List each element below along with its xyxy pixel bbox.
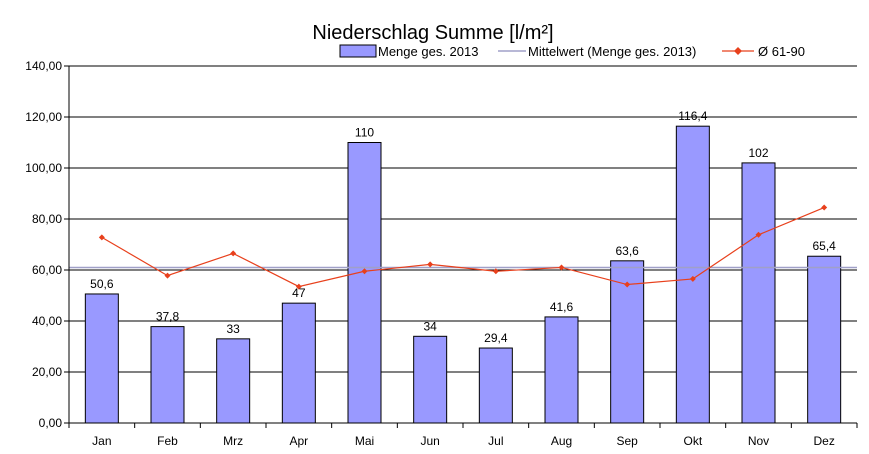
x-tick-label: Aug bbox=[551, 434, 572, 448]
line-point-mai bbox=[361, 268, 368, 275]
data-label-jun: 34 bbox=[423, 319, 437, 333]
x-tick-label: Apr bbox=[289, 434, 308, 448]
bar-series bbox=[84, 125, 842, 424]
legend-swatch-bars bbox=[339, 44, 377, 58]
chart-title: Niederschlag Summe [l/m²] bbox=[312, 22, 553, 44]
data-label-sep: 63,6 bbox=[615, 244, 639, 258]
x-tick-label: Dez bbox=[813, 434, 834, 448]
data-label-nov: 102 bbox=[748, 146, 768, 160]
line-point-sep bbox=[624, 281, 631, 288]
y-tick-label: 120,00 bbox=[25, 110, 62, 124]
bar-aug bbox=[544, 316, 579, 424]
bar-jan bbox=[84, 293, 119, 424]
bar-jul bbox=[478, 347, 513, 424]
x-axis: Jan Feb Mrz Apr Mai Jun Jul Aug Sep Okt Nov Dez bbox=[92, 434, 835, 448]
x-tick-label: Sep bbox=[616, 434, 638, 448]
legend-label-mean: Mittelwert (Menge ges. 2013) bbox=[528, 44, 696, 59]
x-tick-label: Okt bbox=[683, 434, 702, 448]
y-tick-label: 80,00 bbox=[32, 212, 62, 226]
legend-label-bars: Menge ges. 2013 bbox=[378, 44, 478, 59]
line-point-jan bbox=[98, 234, 105, 241]
legend-label-line: Ø 61-90 bbox=[758, 44, 805, 59]
data-label-jan: 50,6 bbox=[90, 277, 114, 291]
line-point-dez bbox=[821, 204, 828, 211]
bar-apr bbox=[281, 302, 316, 424]
data-label-mrz: 33 bbox=[226, 322, 240, 336]
x-tick-label: Feb bbox=[157, 434, 178, 448]
bar-dez bbox=[807, 255, 842, 424]
x-tick-label: Jun bbox=[420, 434, 439, 448]
y-tick-label: 40,00 bbox=[32, 314, 62, 328]
legend: Menge ges. 2013 Mittelwert (Menge ges. 2… bbox=[339, 44, 805, 59]
bar-jun bbox=[413, 335, 448, 424]
line-path bbox=[101, 206, 825, 288]
data-label-apr: 47 bbox=[292, 286, 306, 300]
bar-mai bbox=[347, 142, 382, 424]
y-tick-label: 60,00 bbox=[32, 263, 62, 277]
x-tick-label: Mrz bbox=[223, 434, 243, 448]
line-point-nov bbox=[755, 231, 762, 238]
line-point-jun bbox=[427, 261, 434, 268]
line-point-jul bbox=[492, 268, 499, 275]
data-label-feb: 37,8 bbox=[156, 310, 180, 324]
data-labels: 50,6 37,8 33 47 110 34 29,4 41,6 63,6 116,4 102 65,… bbox=[90, 109, 836, 345]
bar-feb bbox=[150, 326, 185, 424]
data-label-aug: 41,6 bbox=[550, 300, 574, 314]
x-tick-label: Mai bbox=[355, 434, 374, 448]
bar-mrz bbox=[216, 338, 251, 424]
line-point-okt bbox=[689, 275, 696, 282]
line-point-apr bbox=[295, 283, 302, 290]
line-point-mrz bbox=[230, 250, 237, 257]
x-tick-label: Jan bbox=[92, 434, 111, 448]
y-tick-label: 20,00 bbox=[32, 365, 62, 379]
y-tick-label: 140,00 bbox=[25, 59, 62, 73]
bar-okt bbox=[675, 125, 710, 424]
y-tick-label: 100,00 bbox=[25, 161, 62, 175]
legend-marker-line bbox=[734, 47, 742, 55]
x-tick-label: Jul bbox=[488, 434, 503, 448]
line-series bbox=[98, 204, 828, 290]
bar-sep bbox=[610, 260, 645, 424]
data-label-dez: 65,4 bbox=[812, 239, 836, 253]
y-axis: 0,00 20,00 40,00 60,00 80,00 100,00 120,00 140,… bbox=[25, 59, 69, 430]
y-tick-label: 0,00 bbox=[39, 416, 63, 430]
x-tick-label: Nov bbox=[748, 434, 769, 448]
data-label-jul: 29,4 bbox=[484, 331, 508, 345]
data-label-mai: 110 bbox=[355, 126, 374, 140]
data-label-okt: 116,4 bbox=[678, 109, 707, 123]
grid bbox=[69, 65, 857, 373]
line-point-feb bbox=[164, 272, 171, 279]
line-point-aug bbox=[558, 264, 565, 271]
bar-nov bbox=[741, 162, 776, 424]
axes bbox=[68, 66, 858, 428]
